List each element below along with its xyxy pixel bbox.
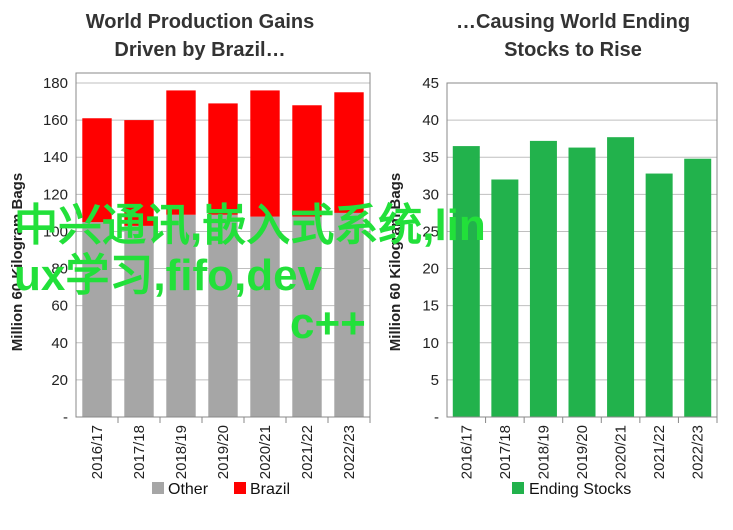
y-tick-label: 100 <box>43 223 68 240</box>
y-tick-label: 20 <box>422 261 439 278</box>
x-tick-label: 2018/19 <box>535 425 552 479</box>
bar-other-2021-22 <box>292 216 322 417</box>
legend-swatch-brazil <box>234 482 246 494</box>
y-tick-label: 45 <box>422 75 439 92</box>
y-tick-label: 40 <box>51 335 68 352</box>
right-chart-title-line-1: …Causing World Ending <box>456 11 690 33</box>
legend-swatch-other <box>152 482 164 494</box>
y-tick-label: 35 <box>422 149 439 166</box>
overlay-watermark: 中兴通讯,嵌入式系统,lin ux学习,fifo,dev c++ <box>14 201 486 348</box>
left-chart-bars <box>82 90 364 417</box>
bar-brazil-2018-19 <box>166 90 196 215</box>
legend-label-other: Other <box>168 481 209 498</box>
y-tick-label: 25 <box>422 223 439 240</box>
bar-brazil-2020-21 <box>250 90 280 217</box>
x-tick-label: 2022/23 <box>690 425 707 479</box>
bar-other-2018-19 <box>166 214 196 417</box>
overlay-text-line-2: ux学习,fifo,dev <box>14 251 323 300</box>
overlay-text-line-1: 中兴通讯,嵌入式系统,lin <box>14 201 486 250</box>
right-chart-plot-frame <box>446 82 718 418</box>
bar-brazil-2017-18 <box>124 120 154 226</box>
right-chart-y-ticks: - 5 10 15 20 25 30 35 40 45 <box>422 75 439 426</box>
bar-ending-stocks-2022-23 <box>684 158 712 417</box>
x-tick-label: 2020/21 <box>613 425 630 479</box>
y-tick-label: 60 <box>51 298 68 315</box>
y-tick-label: 140 <box>43 149 68 166</box>
y-tick-label: 80 <box>51 261 68 278</box>
bar-brazil-2021-22 <box>292 105 322 217</box>
bar-ending-stocks-2019-20 <box>568 147 596 417</box>
y-tick-label: 160 <box>43 112 68 129</box>
y-tick-label: 10 <box>422 335 439 352</box>
bar-brazil-2016-17 <box>82 118 112 223</box>
y-tick-label: 5 <box>431 372 439 389</box>
left-chart-title-line-1: World Production Gains <box>86 11 315 33</box>
left-chart: World Production Gains Driven by Brazil…… <box>9 11 371 498</box>
y-tick-label: 20 <box>51 372 68 389</box>
x-tick-label: 2017/18 <box>131 425 148 479</box>
x-tick-label: 2021/22 <box>299 425 316 479</box>
bar-ending-stocks-2018-19 <box>529 140 557 418</box>
bar-other-2019-20 <box>208 214 238 417</box>
x-tick-label: 2019/20 <box>215 425 232 479</box>
left-chart-title-line-2: Driven by Brazil… <box>114 39 285 61</box>
right-chart-title-line-2: Stocks to Rise <box>504 39 642 61</box>
left-chart-plot-frame <box>75 72 371 418</box>
y-tick-label: 120 <box>43 186 68 203</box>
bar-ending-stocks-2021-22 <box>645 173 673 417</box>
x-tick-label: 2020/21 <box>257 425 274 479</box>
x-tick-label: 2019/20 <box>574 425 591 479</box>
x-tick-label: 2021/22 <box>651 425 668 479</box>
overlay-text-line-3: c++ <box>290 299 366 348</box>
legend-swatch-ending-stocks <box>512 482 524 494</box>
bar-other-2017-18 <box>124 225 154 417</box>
bar-other-2016-17 <box>82 222 112 417</box>
y-tick-label: - <box>63 409 68 426</box>
right-chart-legend: Ending Stocks <box>512 481 631 498</box>
x-tick-label: 2022/23 <box>341 425 358 479</box>
right-chart-y-axis-label: Million 60 Kilogram Bags <box>387 173 404 351</box>
y-tick-label: - <box>434 409 439 426</box>
bar-ending-stocks-2020-21 <box>607 137 635 417</box>
bar-other-2020-21 <box>250 216 280 417</box>
y-tick-label: 15 <box>422 298 439 315</box>
bar-ending-stocks-2016-17 <box>452 146 480 418</box>
right-chart-x-ticks: 2016/17 2017/18 2018/19 2019/20 2020/21 2021/… <box>458 417 718 479</box>
bar-ending-stocks-2017-18 <box>491 179 519 417</box>
right-chart-bars <box>452 137 712 418</box>
left-chart-legend: Other Brazil <box>152 481 290 498</box>
right-chart: …Causing World Ending Stocks to Rise Mil… <box>387 11 718 498</box>
x-tick-label: 2018/19 <box>173 425 190 479</box>
y-tick-label: 40 <box>422 112 439 129</box>
y-tick-label: 180 <box>43 75 68 92</box>
left-chart-y-axis-label: Million 60 Kilogram Bags <box>9 173 26 351</box>
x-tick-label: 2017/18 <box>497 425 514 479</box>
y-tick-label: 30 <box>422 186 439 203</box>
left-chart-y-ticks: - 20 40 60 80 100 120 140 160 180 <box>43 75 68 426</box>
bar-brazil-2022-23 <box>334 92 364 213</box>
bar-brazil-2019-20 <box>208 103 238 215</box>
bar-other-2022-23 <box>334 212 364 417</box>
x-tick-label: 2016/17 <box>89 425 106 479</box>
left-chart-x-ticks: 2016/17 2017/18 2018/19 2019/20 2020/21 2021/… <box>89 417 371 479</box>
legend-label-brazil: Brazil <box>250 481 290 498</box>
legend-label-ending-stocks: Ending Stocks <box>529 481 631 498</box>
x-tick-label: 2016/17 <box>458 425 475 479</box>
